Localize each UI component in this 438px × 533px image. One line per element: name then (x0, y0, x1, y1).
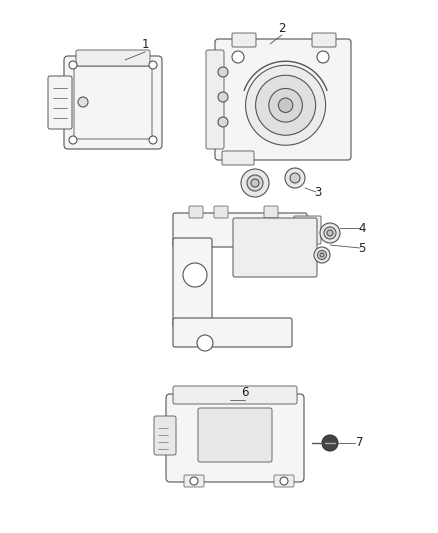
Circle shape (318, 251, 326, 260)
Circle shape (183, 263, 207, 287)
FancyBboxPatch shape (206, 50, 224, 149)
FancyBboxPatch shape (166, 394, 304, 482)
FancyBboxPatch shape (222, 151, 254, 165)
FancyBboxPatch shape (294, 216, 321, 244)
FancyBboxPatch shape (173, 213, 307, 247)
Circle shape (190, 477, 198, 485)
Text: 7: 7 (356, 437, 364, 449)
FancyBboxPatch shape (189, 206, 203, 218)
Circle shape (269, 88, 302, 122)
Circle shape (218, 67, 228, 77)
Circle shape (327, 230, 333, 236)
FancyBboxPatch shape (198, 408, 272, 462)
Text: 2: 2 (278, 21, 286, 35)
Circle shape (320, 253, 324, 257)
FancyBboxPatch shape (48, 76, 72, 129)
FancyBboxPatch shape (184, 475, 204, 487)
FancyBboxPatch shape (233, 218, 317, 277)
FancyBboxPatch shape (215, 39, 351, 160)
Text: 6: 6 (241, 386, 249, 400)
Circle shape (251, 179, 259, 187)
Circle shape (322, 435, 338, 451)
Circle shape (149, 136, 157, 144)
Circle shape (218, 92, 228, 102)
Circle shape (314, 247, 330, 263)
Circle shape (197, 335, 213, 351)
Circle shape (247, 175, 263, 191)
Circle shape (69, 61, 77, 69)
Circle shape (279, 98, 293, 112)
Circle shape (256, 75, 316, 135)
Circle shape (320, 223, 340, 243)
Text: 5: 5 (358, 241, 366, 254)
Circle shape (232, 51, 244, 63)
Circle shape (78, 97, 88, 107)
FancyBboxPatch shape (154, 416, 176, 455)
Circle shape (69, 136, 77, 144)
Circle shape (280, 477, 288, 485)
Circle shape (324, 227, 336, 239)
Circle shape (285, 168, 305, 188)
FancyBboxPatch shape (76, 50, 150, 66)
FancyBboxPatch shape (264, 206, 278, 218)
Text: 3: 3 (314, 185, 321, 198)
Circle shape (246, 65, 325, 146)
Circle shape (241, 169, 269, 197)
FancyBboxPatch shape (274, 475, 294, 487)
FancyBboxPatch shape (312, 33, 336, 47)
Text: 4: 4 (358, 222, 366, 235)
FancyBboxPatch shape (173, 386, 297, 404)
FancyBboxPatch shape (173, 318, 292, 347)
FancyBboxPatch shape (214, 206, 228, 218)
FancyBboxPatch shape (173, 238, 212, 327)
Circle shape (149, 61, 157, 69)
Circle shape (218, 117, 228, 127)
FancyBboxPatch shape (232, 33, 256, 47)
Text: 1: 1 (141, 38, 149, 52)
Circle shape (317, 51, 329, 63)
FancyBboxPatch shape (74, 66, 152, 139)
Circle shape (290, 173, 300, 183)
FancyBboxPatch shape (64, 56, 162, 149)
